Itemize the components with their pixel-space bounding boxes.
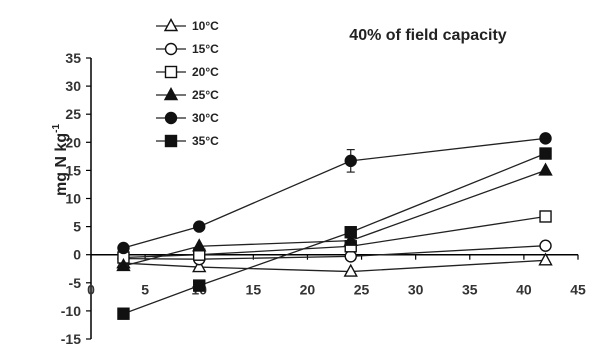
legend-entry: 25°C <box>156 87 219 102</box>
data-point <box>117 307 130 320</box>
y-tick-label: 15 <box>65 162 81 178</box>
data-point <box>192 238 207 252</box>
series-10C <box>123 259 546 273</box>
y-tick-label: 30 <box>65 78 81 94</box>
legend-label: 30°C <box>192 111 219 125</box>
x-tick-label: 35 <box>462 282 478 298</box>
data-point <box>539 147 552 160</box>
y-axis-title: mg N kg-1 <box>51 124 70 196</box>
data-point <box>343 263 358 277</box>
data-point <box>539 239 552 252</box>
legend-marker <box>164 111 178 125</box>
x-tick-label: 15 <box>246 282 262 298</box>
series-20C <box>123 215 546 259</box>
data-point <box>193 220 206 233</box>
svg-text:mg N kg-1: mg N kg-1 <box>51 124 70 196</box>
data-point <box>539 210 552 223</box>
legend-label: 20°C <box>192 65 219 79</box>
x-tick-label: 30 <box>408 282 424 298</box>
series-25C <box>123 169 546 267</box>
series-line <box>123 169 546 267</box>
series-line <box>123 245 546 260</box>
data-point <box>193 279 206 292</box>
y-tick-label: 35 <box>65 50 81 66</box>
y-axis-title-main: mg N kg <box>53 133 70 196</box>
y-tick-label: 5 <box>73 219 81 235</box>
x-tick-label: 0 <box>87 282 95 298</box>
axes: -15-10-505101520253035051015202530354045 <box>61 50 586 347</box>
data-point <box>344 154 357 168</box>
data-point <box>344 250 357 263</box>
chart-title: 40% of field capacity <box>349 27 506 44</box>
legend-label: 10°C <box>192 19 219 33</box>
x-tick-label: 25 <box>354 282 370 298</box>
x-tick-label: 40 <box>516 282 532 298</box>
data-point <box>192 259 207 273</box>
series-30C <box>123 137 546 249</box>
legend-entry: 35°C <box>156 134 219 148</box>
y-axis-title-sup: -1 <box>51 124 62 133</box>
series-layer <box>116 132 553 320</box>
legend-marker <box>164 134 178 148</box>
legend-entry: 15°C <box>156 42 219 56</box>
y-tick-label: -10 <box>61 303 81 319</box>
x-tick-label: 5 <box>141 282 149 298</box>
legend-label: 35°C <box>192 134 219 148</box>
series-line <box>123 215 546 259</box>
series-line <box>123 152 546 315</box>
x-tick-label: 20 <box>300 282 316 298</box>
data-point <box>538 252 553 266</box>
data-point <box>116 257 131 272</box>
y-tick-label: -5 <box>69 275 82 291</box>
y-tick-label: 20 <box>65 134 81 150</box>
y-tick-label: -15 <box>61 331 81 347</box>
series-line <box>123 259 546 273</box>
legend: 10°C 15°C 20°C 25°C 30°C 35°C <box>156 18 219 148</box>
data-point <box>539 132 552 145</box>
legend-label: 15°C <box>192 42 219 56</box>
data-point <box>538 162 553 176</box>
legend-marker <box>163 87 179 101</box>
legend-marker <box>163 18 179 32</box>
legend-entry: 10°C <box>156 18 219 33</box>
series-35C <box>123 152 546 315</box>
y-tick-label: 10 <box>65 191 81 207</box>
legend-marker <box>164 65 178 79</box>
legend-label: 25°C <box>192 88 219 102</box>
x-tick-label: 45 <box>570 282 586 298</box>
y-tick-label: 0 <box>73 247 81 263</box>
y-tick-label: 25 <box>65 106 81 122</box>
legend-entry: 30°C <box>156 111 219 125</box>
data-point <box>344 226 357 239</box>
data-point <box>117 241 130 255</box>
series-15C <box>123 245 546 260</box>
data-point <box>343 232 358 246</box>
legend-entry: 20°C <box>156 65 219 79</box>
series-line <box>123 137 546 249</box>
legend-marker <box>164 42 178 56</box>
